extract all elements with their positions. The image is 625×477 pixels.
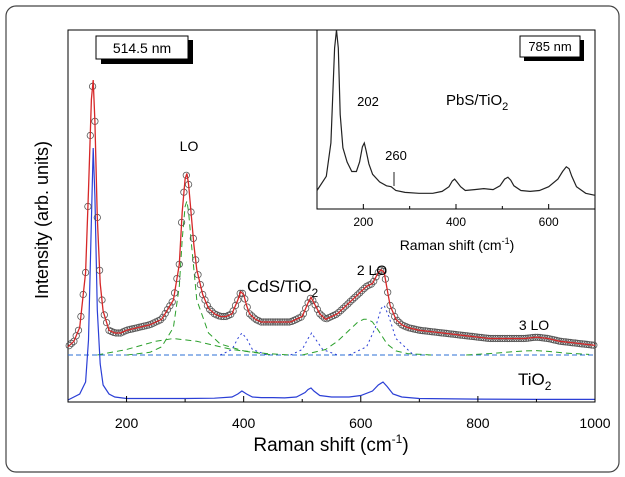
measured-point xyxy=(344,300,352,308)
measured-point xyxy=(67,339,76,347)
measured-point xyxy=(372,273,380,281)
measured-point xyxy=(348,295,357,303)
annotation-3lo: 3 LO xyxy=(519,317,549,333)
x-tick-label: 200 xyxy=(115,415,139,431)
measured-point xyxy=(351,293,359,301)
measured-point xyxy=(550,336,558,344)
x-tick-label: 400 xyxy=(232,415,256,431)
x-tick-label: 800 xyxy=(466,415,490,431)
measured-point xyxy=(355,289,364,297)
measured-point xyxy=(208,307,216,316)
inset-x-tick-label: 200 xyxy=(353,215,373,229)
measured-point xyxy=(341,302,350,310)
measured-point xyxy=(360,284,368,292)
measured-point xyxy=(166,302,174,310)
measured-point xyxy=(159,313,167,321)
measured-point xyxy=(346,297,354,306)
measured-point xyxy=(304,299,312,307)
measured-point xyxy=(74,326,83,334)
measured-point xyxy=(241,295,249,303)
measured-point xyxy=(161,309,169,318)
main-y-axis-label: Intensity (arb. units) xyxy=(32,141,52,299)
measured-point xyxy=(135,323,143,331)
measured-point xyxy=(391,312,399,321)
measured-point xyxy=(248,312,256,320)
annotation-cds-tio2: CdS/TiO2 xyxy=(247,277,319,300)
annotation-lo: LO xyxy=(180,138,199,154)
measured-point xyxy=(65,341,73,350)
cds-fit-component-blue-7 xyxy=(219,332,268,356)
inset-x-axis-label: Raman shift (cm-1) xyxy=(400,236,515,253)
measured-point xyxy=(234,296,242,304)
measured-point xyxy=(332,310,340,318)
measured-point xyxy=(245,310,254,318)
main-plot-area xyxy=(65,79,598,401)
measured-point xyxy=(311,301,319,309)
wavelength-label-514: 514.5 nm xyxy=(95,35,193,64)
measured-point xyxy=(353,291,361,299)
main-x-axis: 200 400 600 800 1000 xyxy=(67,396,611,431)
inset-plot-area xyxy=(316,29,596,196)
measured-point xyxy=(316,310,324,318)
measured-point xyxy=(103,318,111,327)
wavelength-label-785: 785 nm xyxy=(519,35,584,61)
measured-point xyxy=(374,268,382,277)
svg-text:785 nm: 785 nm xyxy=(528,39,571,54)
inset-annotation-pbs-tio2: PbS/TiO2 xyxy=(446,92,508,113)
cds-fit-component-blue-8 xyxy=(290,332,338,356)
measured-point xyxy=(182,171,190,179)
measured-point xyxy=(337,306,345,314)
inset-x-tick-label: 400 xyxy=(446,215,466,229)
measured-point xyxy=(206,305,214,313)
cds-fit-component-green-4 xyxy=(302,318,432,356)
measured-point xyxy=(140,322,148,330)
measured-point xyxy=(243,303,251,311)
measured-point xyxy=(100,311,108,319)
tio2-spectrum-line xyxy=(67,147,595,401)
cds-fit-component-green-5 xyxy=(466,350,590,356)
inset-x-tick-label: 600 xyxy=(539,215,559,229)
cds-fit-component-green-3 xyxy=(126,200,291,356)
measured-point xyxy=(203,301,211,310)
inset-annotation-260: 260 xyxy=(385,148,407,163)
measured-point xyxy=(163,305,172,314)
measured-point xyxy=(168,298,176,306)
measured-point xyxy=(313,305,321,313)
annotation-tio2: TiO2 xyxy=(518,370,552,393)
measured-point xyxy=(339,304,347,312)
measured-point xyxy=(358,286,366,295)
measured-point xyxy=(395,318,403,327)
measured-point xyxy=(194,271,202,279)
cds-fit-line xyxy=(67,79,596,348)
measured-point xyxy=(370,277,378,285)
inset-annotation-202: 202 xyxy=(357,94,379,109)
measured-point xyxy=(334,308,343,317)
annotation-2lo: 2 LO xyxy=(357,262,387,278)
measured-point xyxy=(156,316,165,324)
measured-point xyxy=(196,280,204,289)
x-tick-label: 600 xyxy=(349,415,373,431)
measured-point xyxy=(393,316,401,324)
x-tick-label: 1000 xyxy=(579,415,610,431)
measured-point xyxy=(306,294,314,302)
main-x-axis-label: Raman shift (cm-1) xyxy=(253,432,408,456)
svg-text:514.5 nm: 514.5 nm xyxy=(113,40,171,56)
cds-fit-component-blue-9 xyxy=(348,304,414,356)
pbs-spectrum-line xyxy=(316,29,596,196)
inset-x-axis: 200 400 600 xyxy=(316,204,596,229)
